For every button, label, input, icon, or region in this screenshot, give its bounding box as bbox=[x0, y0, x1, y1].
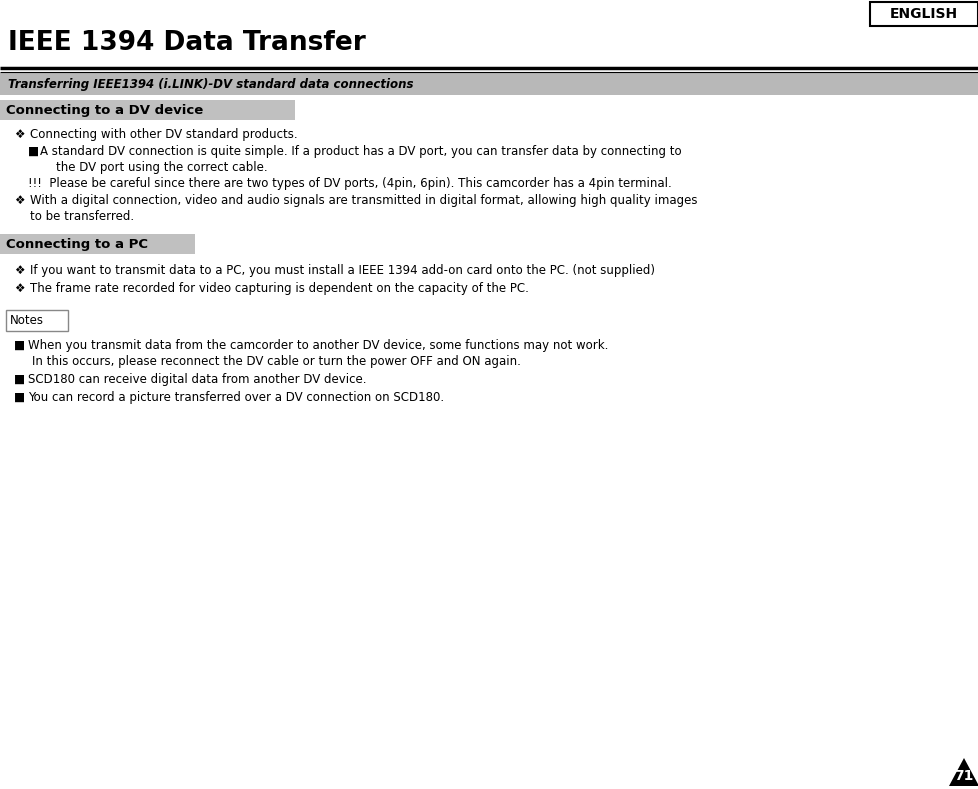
Text: ENGLISH: ENGLISH bbox=[889, 7, 957, 21]
Text: In this occurs, please reconnect the DV cable or turn the power OFF and ON again: In this occurs, please reconnect the DV … bbox=[32, 355, 520, 368]
Text: ❖: ❖ bbox=[14, 264, 24, 277]
Bar bbox=[6, 310, 67, 331]
Text: IEEE 1394 Data Transfer: IEEE 1394 Data Transfer bbox=[8, 30, 366, 56]
Text: ❖: ❖ bbox=[14, 128, 24, 141]
Text: ■: ■ bbox=[14, 391, 25, 404]
Text: Connecting to a PC: Connecting to a PC bbox=[6, 237, 148, 250]
Text: Notes: Notes bbox=[10, 314, 44, 327]
Bar bbox=[0, 234, 195, 254]
Text: ■: ■ bbox=[28, 145, 39, 158]
Text: the DV port using the correct cable.: the DV port using the correct cable. bbox=[56, 161, 267, 174]
Text: If you want to transmit data to a PC, you must install a IEEE 1394 add-on card o: If you want to transmit data to a PC, yo… bbox=[30, 264, 654, 277]
Text: When you transmit data from the camcorder to another DV device, some functions m: When you transmit data from the camcorde… bbox=[28, 339, 607, 352]
Text: SCD180 can receive digital data from another DV device.: SCD180 can receive digital data from ano… bbox=[28, 373, 366, 386]
Text: 71: 71 bbox=[954, 769, 973, 783]
Text: You can record a picture transferred over a DV connection on SCD180.: You can record a picture transferred ove… bbox=[28, 391, 444, 404]
Bar bbox=[0, 100, 294, 120]
Text: The frame rate recorded for video capturing is dependent on the capacity of the : The frame rate recorded for video captur… bbox=[30, 282, 528, 295]
Bar bbox=[0, 73, 978, 95]
Text: With a digital connection, video and audio signals are transmitted in digital fo: With a digital connection, video and aud… bbox=[30, 194, 696, 207]
Bar bbox=[869, 2, 977, 26]
Text: ❖: ❖ bbox=[14, 194, 24, 207]
Text: ❖: ❖ bbox=[14, 282, 24, 295]
Text: Connecting with other DV standard products.: Connecting with other DV standard produc… bbox=[30, 128, 297, 141]
Text: ■: ■ bbox=[14, 373, 25, 386]
Text: A standard DV connection is quite simple. If a product has a DV port, you can tr: A standard DV connection is quite simple… bbox=[40, 145, 681, 158]
Text: !!!  Please be careful since there are two types of DV ports, (4pin, 6pin). This: !!! Please be careful since there are tw… bbox=[28, 177, 671, 190]
Text: to be transferred.: to be transferred. bbox=[30, 210, 134, 223]
Text: Connecting to a DV device: Connecting to a DV device bbox=[6, 103, 203, 117]
Text: ■: ■ bbox=[14, 339, 25, 352]
Polygon shape bbox=[948, 758, 978, 786]
Text: Transferring IEEE1394 (i.LINK)-DV standard data connections: Transferring IEEE1394 (i.LINK)-DV standa… bbox=[8, 77, 413, 91]
